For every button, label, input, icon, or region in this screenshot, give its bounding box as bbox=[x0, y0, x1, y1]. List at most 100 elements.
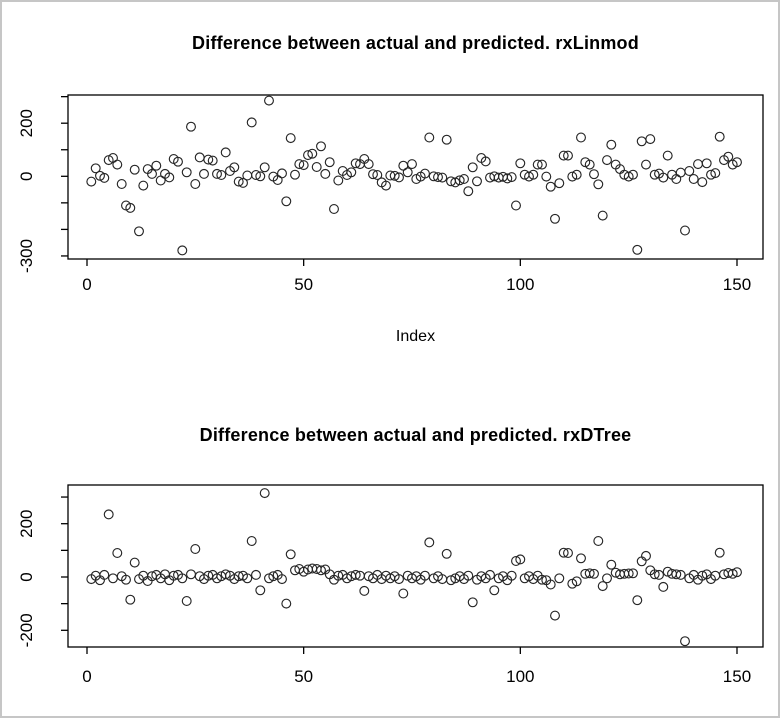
data-point bbox=[649, 569, 660, 580]
data-point bbox=[238, 177, 248, 188]
data-point bbox=[688, 174, 699, 184]
data-point bbox=[463, 570, 474, 581]
data-point bbox=[550, 610, 560, 621]
x-tick-label: 50 bbox=[294, 667, 313, 686]
data-point bbox=[459, 174, 469, 184]
data-point bbox=[181, 596, 192, 606]
data-point bbox=[316, 565, 326, 576]
data-point bbox=[441, 134, 452, 145]
data-point bbox=[502, 173, 513, 184]
data-point bbox=[121, 574, 131, 585]
data-point bbox=[285, 133, 296, 144]
data-point bbox=[220, 147, 231, 158]
data-point bbox=[134, 226, 144, 237]
data-point bbox=[125, 594, 136, 605]
data-point bbox=[680, 636, 690, 647]
data-point bbox=[606, 559, 617, 570]
data-point bbox=[112, 159, 123, 170]
data-point bbox=[155, 175, 166, 186]
data-point bbox=[290, 169, 300, 180]
data-point bbox=[389, 170, 400, 181]
data-point bbox=[593, 179, 604, 190]
data-point bbox=[558, 150, 569, 161]
data-point bbox=[190, 544, 201, 554]
data-point bbox=[320, 168, 331, 179]
data-point bbox=[424, 132, 435, 143]
data-point bbox=[606, 139, 617, 150]
data-point bbox=[394, 172, 404, 183]
data-point bbox=[571, 576, 582, 587]
plot-box bbox=[67, 484, 764, 648]
panel-rxdtree: 0 50 100 150 200 0 -200 bbox=[17, 484, 764, 686]
data-point bbox=[138, 180, 149, 191]
data-point bbox=[654, 569, 664, 580]
data-point bbox=[181, 167, 192, 178]
data-point bbox=[381, 180, 391, 191]
data-point bbox=[554, 178, 565, 189]
data-point bbox=[108, 573, 118, 584]
chart-title-rxdtree: Difference between actual and predicted.… bbox=[199, 425, 632, 445]
data-point bbox=[242, 170, 253, 181]
data-point bbox=[99, 569, 110, 580]
data-point bbox=[333, 570, 344, 581]
data-point bbox=[563, 548, 573, 558]
data-point bbox=[584, 159, 595, 170]
data-point bbox=[589, 169, 599, 180]
data-point bbox=[528, 169, 539, 180]
data-point bbox=[697, 177, 708, 188]
data-point bbox=[532, 159, 543, 170]
data-point bbox=[164, 172, 175, 183]
data-point bbox=[628, 568, 638, 579]
data-point bbox=[697, 570, 708, 581]
data-point bbox=[506, 172, 517, 183]
data-point bbox=[277, 574, 287, 585]
data-point bbox=[576, 132, 586, 143]
data-point bbox=[103, 509, 114, 520]
y-tick-label: 200 bbox=[17, 510, 36, 538]
data-point bbox=[203, 154, 214, 165]
data-point bbox=[671, 569, 682, 580]
data-point bbox=[220, 569, 231, 580]
data-point bbox=[515, 158, 526, 169]
data-point bbox=[693, 159, 703, 170]
y-tick-label: 0 bbox=[17, 172, 36, 181]
data-point bbox=[264, 95, 274, 106]
data-point bbox=[203, 570, 214, 581]
data-point bbox=[662, 150, 673, 161]
data-point bbox=[602, 573, 612, 584]
data-point bbox=[333, 175, 344, 186]
data-point bbox=[268, 571, 279, 582]
data-point bbox=[489, 585, 500, 596]
data-point bbox=[298, 160, 309, 171]
data-point bbox=[632, 244, 643, 255]
data-point bbox=[645, 134, 656, 145]
data-point bbox=[706, 169, 716, 180]
data-point bbox=[454, 175, 465, 186]
data-point bbox=[190, 179, 201, 189]
data-point bbox=[398, 160, 409, 171]
data-point bbox=[589, 568, 599, 579]
data-point bbox=[641, 550, 651, 561]
data-point bbox=[511, 556, 521, 566]
data-point bbox=[207, 155, 218, 166]
data-point bbox=[480, 156, 491, 167]
data-point bbox=[723, 151, 734, 162]
x-axis-label-index: Index bbox=[395, 328, 436, 345]
data-point bbox=[246, 536, 257, 546]
data-point bbox=[485, 569, 495, 580]
x-tick-label: 0 bbox=[82, 275, 91, 294]
x-tick-label: 150 bbox=[723, 275, 751, 294]
data-point bbox=[511, 200, 521, 211]
data-point bbox=[550, 213, 560, 224]
data-point bbox=[350, 569, 361, 580]
data-point bbox=[86, 176, 97, 187]
data-point bbox=[420, 570, 430, 581]
data-point bbox=[424, 537, 435, 548]
data-point bbox=[684, 166, 695, 176]
data-point bbox=[467, 597, 478, 608]
data-point bbox=[567, 171, 578, 182]
x-tick-label: 50 bbox=[294, 275, 313, 294]
data-point bbox=[186, 121, 196, 132]
data-point bbox=[632, 595, 643, 606]
